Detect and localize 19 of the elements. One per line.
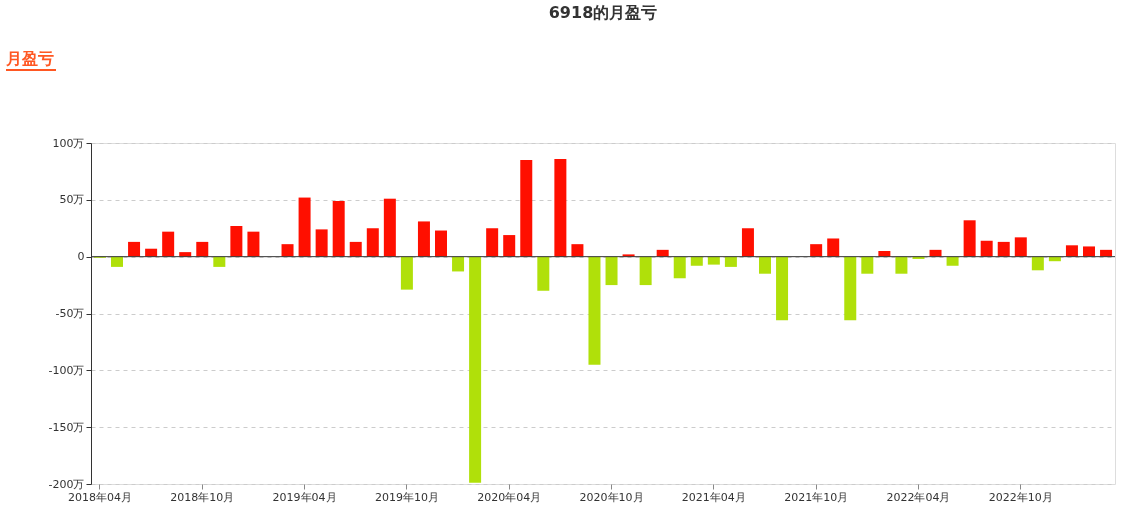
y-tick-label: -50万 [55, 307, 85, 320]
y-tick-label: 50万 [59, 193, 85, 207]
text: 月盈亏 [5, 49, 54, 68]
x-tick-label: 2018年04月 [67, 490, 132, 504]
x-tick-label: 2019年10月 [374, 490, 439, 504]
chart-title: 6918的月盈亏 [548, 3, 658, 22]
x-tick-label: 2021年10月 [784, 490, 849, 504]
y-tick-label: 0 [77, 250, 85, 264]
x-tick-label: 2018年10月 [170, 490, 235, 504]
x-tick-label: 2021年04月 [681, 490, 746, 504]
x-tick-label: 2020年10月 [579, 490, 644, 504]
y-tick-label: 100万 [52, 136, 85, 150]
y-tick-label: -100万 [48, 363, 85, 377]
x-tick-label: 2020年04月 [477, 490, 542, 504]
x-tick-label: 2019年04月 [272, 490, 337, 504]
x-tick-label: 2022年04月 [886, 490, 951, 504]
y-tick-label: -200万 [48, 477, 85, 491]
x-tick-label: 2022年10月 [988, 490, 1053, 504]
y-tick-label: -150万 [48, 420, 85, 434]
